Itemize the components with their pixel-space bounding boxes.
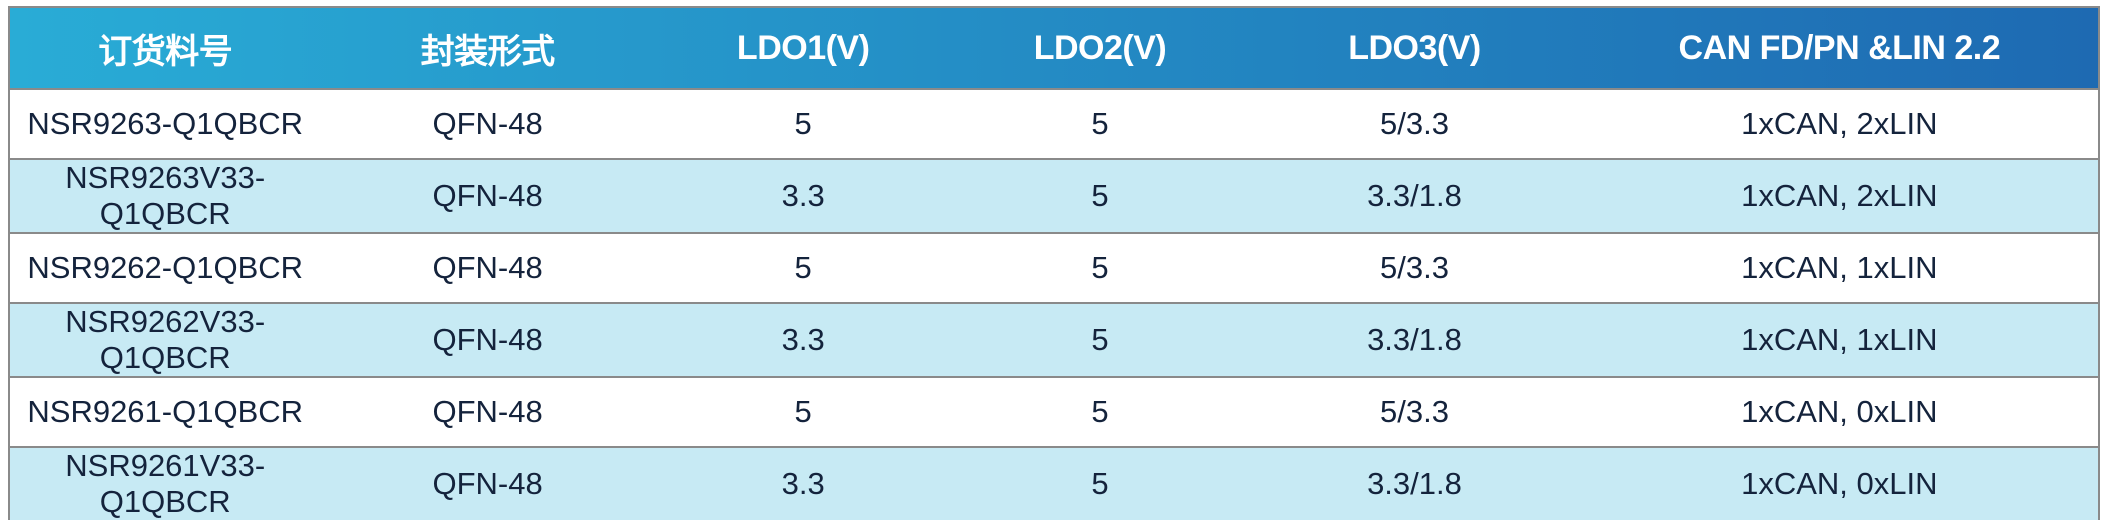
table-row: NSR9261V33-Q1QBCR QFN-48 3.3 5 3.3/1.8 1xCAN,… — [9, 446, 2099, 520]
cell-row2-col4: 5 — [951, 158, 1249, 233]
cell-row1-col4: 5 — [951, 88, 1249, 159]
column-header-4: LDO2(V) — [1033, 28, 1167, 67]
column-header-6: CAN FD/PN &LIN 2.2 — [1678, 28, 2001, 67]
cell-row2-col5: 3.3/1.8 — [1248, 158, 1581, 233]
table-row: NSR9262V33-Q1QBCR QFN-48 3.3 5 3.3/1.8 1xCAN,… — [9, 302, 2099, 377]
cell-row5-col1: NSR9261-Q1QBCR — [9, 376, 321, 447]
cell-row5-col4: 5 — [951, 376, 1249, 447]
cell-row4-col1: NSR9262V33-Q1QBCR — [9, 302, 321, 377]
column-header-5: LDO3(V) — [1348, 28, 1481, 67]
cell-row1-col5: 5/3.3 — [1248, 88, 1581, 159]
cell-row2-col2: QFN-48 — [320, 158, 655, 233]
cell-row5-col6: 1xCAN, 0xLIN — [1580, 376, 2099, 447]
ordering-table-container: 订货料号 封装形式 LDO1(V) LDO2(V) LDO3(V) CAN FD/PN &… — [8, 6, 2100, 520]
cell-row4-col3: 3.3 — [654, 302, 952, 377]
table-row: NSR9261-Q1QBCR QFN-48 5 5 5/3.3 1xCAN, 0xLIN — [9, 376, 2099, 447]
column-header-1: 订货料号 — [98, 32, 233, 71]
table-row: NSR9262-Q1QBCR QFN-48 5 5 5/3.3 1xCAN, 1xLIN — [9, 232, 2099, 303]
cell-row6-col1: NSR9261V33-Q1QBCR — [9, 446, 321, 520]
table-body: NSR9263-Q1QBCR QFN-48 5 5 5/3.3 1xCAN, 2xLIN N… — [9, 88, 2099, 520]
cell-row6-col2: QFN-48 — [320, 446, 655, 520]
cell-row1-col1: NSR9263-Q1QBCR — [9, 88, 321, 159]
column-header-2: 封装形式 — [420, 32, 556, 71]
cell-row5-col2: QFN-48 — [320, 376, 655, 447]
cell-row2-col1: NSR9263V33-Q1QBCR — [9, 158, 321, 233]
cell-row6-col5: 3.3/1.8 — [1248, 446, 1581, 520]
table-row: NSR9263V33-Q1QBCR QFN-48 3.3 5 3.3/1.8 1xCAN,… — [9, 158, 2099, 233]
table-header: 订货料号 封装形式 LDO1(V) LDO2(V) LDO3(V) CAN FD/PN &… — [9, 7, 2099, 89]
cell-row4-col6: 1xCAN, 1xLIN — [1580, 302, 2099, 377]
table-row: NSR9263-Q1QBCR QFN-48 5 5 5/3.3 1xCAN, 2xLIN — [9, 88, 2099, 159]
cell-row4-col5: 3.3/1.8 — [1248, 302, 1581, 377]
cell-row3-col3: 5 — [654, 232, 952, 303]
cell-row3-col6: 1xCAN, 1xLIN — [1580, 232, 2099, 303]
cell-row4-col2: QFN-48 — [320, 302, 655, 377]
cell-row3-col1: NSR9262-Q1QBCR — [9, 232, 321, 303]
cell-row3-col4: 5 — [951, 232, 1249, 303]
column-header-3: LDO1(V) — [736, 28, 870, 67]
cell-row1-col6: 1xCAN, 2xLIN — [1580, 88, 2099, 159]
cell-row6-col3: 3.3 — [654, 446, 952, 520]
cell-row1-col2: QFN-48 — [320, 88, 655, 159]
cell-row3-col5: 5/3.3 — [1248, 232, 1581, 303]
cell-row1-col3: 5 — [654, 88, 952, 159]
cell-row5-col3: 5 — [654, 376, 952, 447]
cell-row6-col4: 5 — [951, 446, 1249, 520]
header-row: 订货料号 封装形式 LDO1(V) LDO2(V) LDO3(V) CAN FD/PN &… — [9, 7, 2099, 89]
cell-row5-col5: 5/3.3 — [1248, 376, 1581, 447]
cell-row2-col3: 3.3 — [654, 158, 952, 233]
cell-row2-col6: 1xCAN, 2xLIN — [1580, 158, 2099, 233]
cell-row6-col6: 1xCAN, 0xLIN — [1580, 446, 2099, 520]
product-ordering-table: 订货料号 封装形式 LDO1(V) LDO2(V) LDO3(V) CAN FD/PN &… — [8, 6, 2100, 520]
cell-row3-col2: QFN-48 — [320, 232, 655, 303]
cell-row4-col4: 5 — [951, 302, 1249, 377]
